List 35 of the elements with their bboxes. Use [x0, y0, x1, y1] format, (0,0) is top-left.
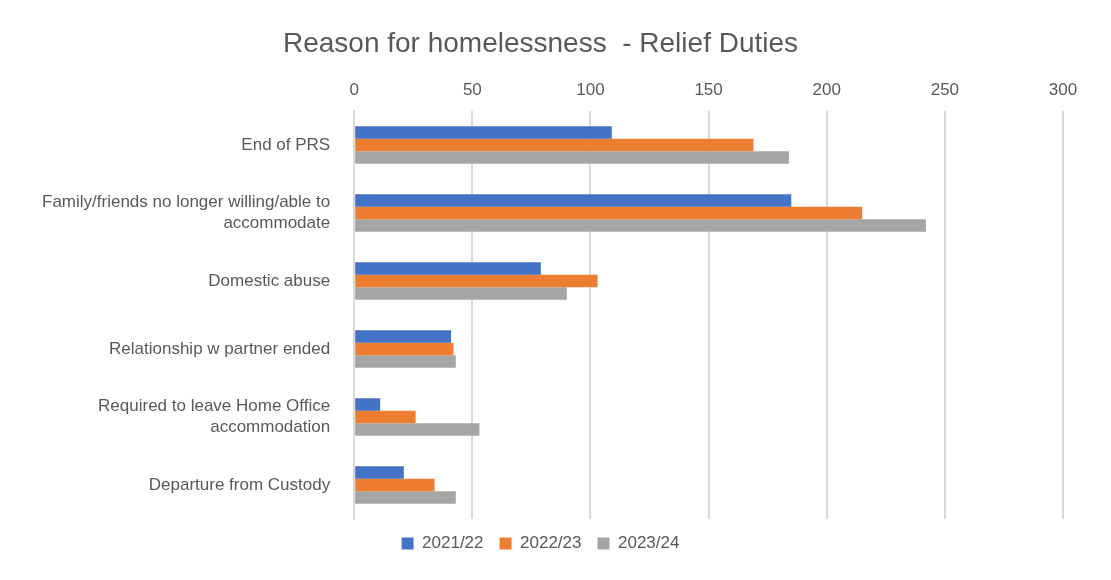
bar: [355, 410, 416, 424]
bar: [355, 423, 480, 436]
legend-label: 2023/24: [617, 533, 680, 553]
x-tick-label: 250: [930, 80, 960, 100]
bar: [355, 330, 452, 343]
bar: [355, 262, 541, 275]
x-tick-label: 200: [812, 80, 841, 100]
y-tick-label: Departure from Custody: [148, 474, 331, 494]
y-tick-label: Domestic abuse: [208, 270, 331, 290]
x-tick-label: 50: [462, 80, 482, 100]
chart-title: Reason for homelessness - Relief Duties: [282, 26, 799, 58]
x-tick-label: 100: [576, 80, 605, 100]
bar: [355, 355, 456, 368]
y-tick-label: End of PRS: [241, 134, 331, 154]
legend-label: 2021/22: [422, 533, 484, 553]
bar: [355, 287, 567, 300]
bar: [355, 206, 863, 220]
bar: [355, 398, 381, 411]
bar: [355, 126, 612, 139]
bar: [355, 342, 454, 356]
y-tick-label: Required to leave Home Office accommodation: [98, 396, 331, 436]
y-tick-label: Family/friends no longer willing/able to accommodate: [41, 192, 331, 232]
legend-label: 2022/23: [520, 533, 582, 553]
bar: [355, 274, 598, 288]
bar: [355, 194, 792, 207]
x-tick-label: 0: [349, 80, 359, 100]
x-tick-label: 150: [694, 80, 723, 100]
bar: [355, 491, 456, 504]
bar: [355, 151, 789, 164]
y-tick-label: Relationship w partner ended: [109, 338, 331, 358]
bar: [355, 466, 404, 479]
bar: [355, 219, 926, 232]
x-tick-label: 300: [1048, 80, 1078, 100]
bar: [355, 138, 754, 152]
bar: [355, 478, 435, 492]
